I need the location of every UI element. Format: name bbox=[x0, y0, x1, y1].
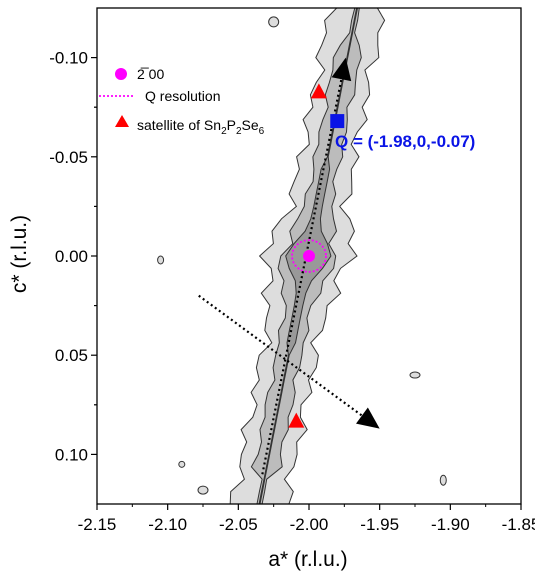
legend: 2̅ 00 Q resolution satellite of Sn2P2Se6 bbox=[99, 66, 265, 137]
legend-label-satellite: satellite of Sn2P2Se6 bbox=[137, 117, 265, 137]
contour-map bbox=[157, 8, 447, 504]
marker-q-marker bbox=[330, 114, 345, 129]
y-axis-ticks: -0.10 -0.05 0.00 0.05 0.10 bbox=[49, 49, 97, 464]
contour-island bbox=[268, 16, 280, 28]
arrow-longitudinal-shaft bbox=[261, 78, 343, 475]
contour-island bbox=[409, 371, 421, 379]
marker-satellite-upper bbox=[310, 83, 327, 99]
contour-island bbox=[439, 474, 447, 486]
x-tick-label: -1.90 bbox=[431, 515, 470, 534]
x-tick-label: -1.95 bbox=[360, 515, 399, 534]
marker-bragg-peak bbox=[303, 250, 315, 262]
arrow-transverse-shaft bbox=[198, 294, 363, 417]
arrow-transverse-head bbox=[356, 407, 380, 429]
contour-island bbox=[178, 460, 186, 468]
arrows bbox=[198, 57, 380, 475]
legend-circle-marker bbox=[115, 68, 127, 80]
legend-label-resolution: Q resolution bbox=[145, 88, 220, 104]
contour-island bbox=[157, 255, 165, 265]
x-tick-label: -2.05 bbox=[219, 515, 258, 534]
arrow-longitudinal-head bbox=[331, 57, 352, 82]
x-tick-label: -2.15 bbox=[78, 515, 117, 534]
y-tick-label: -0.05 bbox=[49, 148, 88, 167]
x-tick-label: -2.10 bbox=[148, 515, 187, 534]
legend-label-bragg: 2̅ 00 bbox=[137, 66, 164, 82]
x-tick-label: -2.00 bbox=[290, 515, 329, 534]
y-tick-label: 0.00 bbox=[55, 247, 88, 266]
marker-satellite-lower bbox=[288, 412, 305, 428]
x-tick-label: -1.85 bbox=[502, 515, 535, 534]
contour-island bbox=[197, 485, 209, 495]
markers bbox=[288, 83, 345, 428]
x-axis-title: a* (r.l.u.) bbox=[268, 548, 347, 571]
x-axis-ticks: -2.15 -2.10 -2.05 -2.00 -1.95 -1.90 -1.85 bbox=[78, 504, 535, 534]
legend-triangle-marker bbox=[115, 115, 129, 127]
resolution-ellipse bbox=[291, 239, 327, 273]
y-tick-label: 0.05 bbox=[55, 346, 88, 365]
y-tick-label: 0.10 bbox=[55, 445, 88, 464]
q-annotation: Q = (-1.98,0,-0.07) bbox=[335, 132, 475, 151]
y-tick-label: -0.10 bbox=[49, 49, 88, 68]
y-axis-title: c* (r.l.u.) bbox=[8, 215, 31, 293]
